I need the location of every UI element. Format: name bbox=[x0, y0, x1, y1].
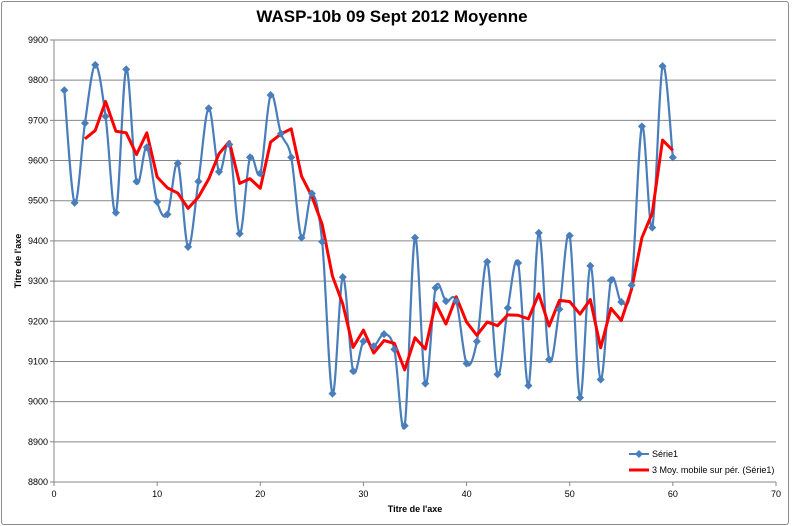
data-point-serie1 bbox=[245, 153, 254, 162]
data-point-serie1 bbox=[472, 337, 481, 346]
legend-marker-serie1 bbox=[635, 450, 643, 458]
data-point-serie1 bbox=[204, 104, 213, 113]
y-tick-label: 9900 bbox=[28, 35, 48, 45]
data-point-serie1 bbox=[318, 237, 327, 246]
data-point-serie1 bbox=[194, 177, 203, 186]
data-point-serie1 bbox=[431, 283, 440, 292]
data-point-serie1 bbox=[410, 233, 420, 242]
legend-label-moving-average: 3 Moy. mobile sur pér. (Série1) bbox=[652, 465, 774, 475]
x-axis-title: Titre de l'axe bbox=[388, 504, 443, 514]
series-line-serie1 bbox=[63, 63, 674, 430]
data-point-serie1 bbox=[606, 276, 615, 285]
data-point-serie1 bbox=[266, 91, 275, 100]
data-point-serie1 bbox=[514, 258, 523, 268]
data-point-serie1 bbox=[441, 297, 450, 306]
data-point-serie1 bbox=[70, 198, 79, 207]
y-tick-label: 9500 bbox=[28, 196, 48, 206]
data-point-serie1 bbox=[658, 62, 667, 71]
y-tick-label: 9200 bbox=[28, 316, 48, 326]
data-point-serie1 bbox=[235, 229, 244, 238]
data-point-serie1 bbox=[111, 208, 120, 217]
data-point-serie1 bbox=[576, 393, 585, 402]
x-tick-label: 60 bbox=[668, 489, 678, 499]
x-tick-label: 10 bbox=[152, 489, 162, 499]
series-layer bbox=[60, 60, 677, 430]
data-point-serie1 bbox=[101, 112, 110, 121]
data-point-serie1 bbox=[452, 297, 461, 306]
x-tick-label: 20 bbox=[255, 489, 265, 499]
data-point-serie1 bbox=[349, 367, 358, 376]
data-point-serie1 bbox=[297, 233, 306, 242]
y-tick-label: 9300 bbox=[28, 276, 48, 286]
legend: Série1 3 Moy. mobile sur pér. (Série1) bbox=[629, 449, 774, 475]
data-point-serie1 bbox=[338, 273, 347, 282]
data-point-serie1 bbox=[596, 375, 605, 384]
data-point-serie1 bbox=[421, 379, 430, 388]
data-point-serie1 bbox=[153, 197, 162, 206]
legend-entry-serie1: Série1 bbox=[629, 449, 678, 459]
y-tick-label: 9000 bbox=[28, 397, 48, 407]
y-tick-label: 9700 bbox=[28, 115, 48, 125]
x-tick-label: 50 bbox=[565, 489, 575, 499]
data-point-serie1 bbox=[142, 143, 151, 152]
data-point-serie1 bbox=[328, 389, 337, 398]
data-point-serie1 bbox=[215, 167, 224, 176]
y-tick-label: 9100 bbox=[28, 356, 48, 366]
y-axis-title: Titre de l'axe bbox=[13, 234, 23, 289]
data-point-serie1 bbox=[668, 153, 677, 162]
data-point-serie1 bbox=[132, 177, 141, 186]
y-tick-label: 9400 bbox=[28, 236, 48, 246]
y-tick-label: 8900 bbox=[28, 437, 48, 447]
legend-entry-moving-average: 3 Moy. mobile sur pér. (Série1) bbox=[629, 465, 774, 475]
data-point-serie1 bbox=[256, 169, 265, 178]
data-point-serie1 bbox=[173, 159, 182, 168]
y-tick-label: 8800 bbox=[28, 477, 48, 487]
x-tick-label: 0 bbox=[51, 489, 56, 499]
data-point-serie1 bbox=[545, 355, 554, 364]
data-point-serie1 bbox=[80, 119, 89, 128]
data-point-serie1 bbox=[307, 189, 316, 198]
x-tick-label: 30 bbox=[358, 489, 368, 499]
data-point-serie1 bbox=[359, 337, 368, 346]
data-point-serie1 bbox=[390, 345, 399, 354]
data-point-serie1 bbox=[122, 65, 131, 74]
data-point-serie1 bbox=[565, 231, 574, 240]
data-point-serie1 bbox=[91, 60, 100, 69]
data-point-serie1 bbox=[225, 140, 234, 149]
data-point-serie1 bbox=[462, 359, 471, 368]
data-point-serie1 bbox=[637, 122, 646, 131]
data-point-serie1 bbox=[617, 297, 626, 307]
chart-title: WASP-10b 09 Sept 2012 Moyenne bbox=[256, 7, 527, 26]
data-point-serie1 bbox=[483, 257, 492, 266]
data-point-serie1 bbox=[287, 153, 296, 162]
data-point-serie1 bbox=[555, 305, 564, 314]
y-tick-label: 9600 bbox=[28, 156, 48, 166]
data-point-serie1 bbox=[163, 210, 172, 219]
data-point-serie1 bbox=[524, 381, 533, 390]
data-point-serie1 bbox=[276, 129, 285, 138]
series-line-moving-average bbox=[83, 99, 674, 372]
legend-label-serie1: Série1 bbox=[652, 449, 678, 459]
data-point-serie1 bbox=[369, 342, 378, 351]
data-point-serie1 bbox=[380, 330, 389, 339]
y-tick-label: 9800 bbox=[28, 75, 48, 85]
data-point-serie1 bbox=[60, 86, 69, 95]
axes: 8800 8900 9000 9100 9200 9300 9400 9500 9600 9700… bbox=[28, 35, 781, 499]
data-point-serie1 bbox=[503, 303, 512, 313]
x-tick-label: 40 bbox=[462, 489, 472, 499]
data-point-serie1 bbox=[586, 261, 595, 270]
data-point-serie1 bbox=[627, 281, 636, 290]
data-point-serie1 bbox=[184, 242, 193, 251]
data-point-serie1 bbox=[648, 223, 657, 232]
data-point-serie1 bbox=[493, 370, 502, 379]
data-point-serie1 bbox=[534, 228, 543, 237]
data-point-serie1 bbox=[400, 421, 409, 430]
x-tick-label: 70 bbox=[771, 489, 781, 499]
